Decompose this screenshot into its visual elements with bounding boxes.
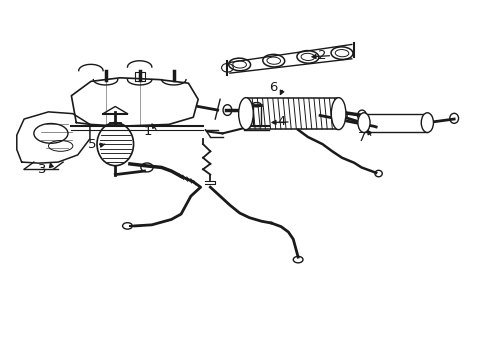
Text: 1: 1 (143, 125, 152, 138)
Text: 2: 2 (318, 49, 326, 62)
Text: 5: 5 (88, 138, 97, 151)
Ellipse shape (357, 113, 369, 132)
Ellipse shape (420, 113, 432, 132)
Ellipse shape (238, 98, 253, 130)
Ellipse shape (449, 113, 458, 123)
Ellipse shape (330, 98, 345, 130)
Text: 6: 6 (269, 81, 277, 94)
Text: 4: 4 (276, 116, 285, 129)
Text: 7: 7 (358, 131, 366, 144)
Text: 3: 3 (38, 163, 46, 176)
